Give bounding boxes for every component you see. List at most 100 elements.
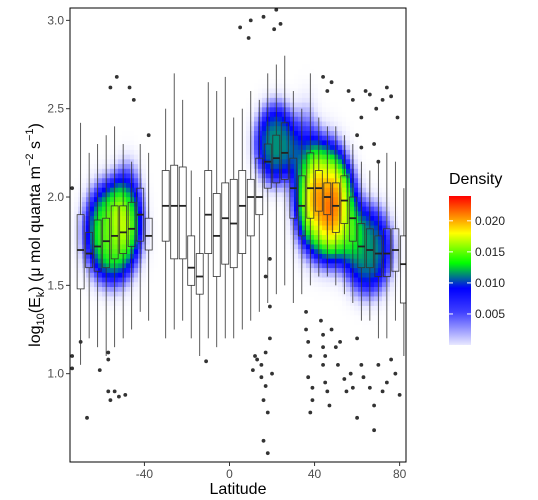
density-cell [258, 343, 263, 350]
density-cell [126, 55, 131, 61]
density-cell [206, 235, 211, 241]
density-cell [150, 268, 155, 274]
density-cell [82, 74, 87, 80]
density-cell [242, 159, 247, 165]
density-cell [70, 12, 75, 19]
density-cell [150, 433, 155, 439]
density-cell [150, 310, 155, 316]
density-cell [226, 362, 231, 369]
density-cell [82, 192, 87, 198]
density-cell [186, 367, 191, 373]
density-cell [238, 277, 243, 283]
density-cell [134, 376, 139, 383]
density-cell [74, 367, 79, 373]
density-cell [214, 83, 219, 89]
density-cell [186, 211, 191, 217]
density-cell [126, 457, 131, 462]
density-cell [214, 310, 219, 316]
density-cell [210, 339, 215, 345]
density-cell [254, 343, 259, 350]
density-cell [190, 225, 195, 231]
density-cell [90, 154, 95, 160]
density-cell [130, 357, 135, 364]
density-cell [166, 17, 171, 23]
density-cell [126, 126, 131, 132]
density-cell [230, 277, 235, 283]
density-cell [274, 424, 279, 430]
density-cell [174, 60, 179, 66]
density-cell [186, 253, 191, 260]
density-cell [250, 107, 255, 113]
density-cell [142, 334, 147, 340]
density-cell [250, 277, 255, 283]
density-cell [138, 45, 143, 52]
density-cell [106, 112, 111, 118]
density-cell [270, 353, 275, 359]
density-cell [146, 348, 151, 354]
density-cell [106, 168, 111, 175]
density-cell [210, 452, 215, 458]
density-cell [162, 220, 167, 227]
density-cell [146, 400, 151, 406]
density-cell [246, 112, 251, 118]
density-cell [94, 282, 99, 288]
density-cell [154, 164, 159, 170]
density-cell [190, 164, 195, 170]
density-cell [258, 386, 263, 392]
density-cell [110, 334, 115, 340]
density-cell [94, 159, 99, 165]
density-cell [162, 78, 167, 85]
density-cell [186, 301, 191, 307]
density-cell [110, 116, 115, 123]
density-cell [214, 225, 219, 231]
density-cell [162, 168, 167, 175]
density-cell [86, 178, 91, 184]
density-cell [258, 391, 263, 397]
density-cell [158, 69, 163, 75]
density-cell [258, 452, 263, 458]
density-cell [190, 112, 195, 118]
density-cell [130, 362, 135, 369]
density-cell [106, 74, 111, 80]
density-cell [86, 329, 91, 335]
density-cell [106, 287, 111, 293]
density-cell [98, 83, 103, 89]
density-cell [198, 107, 203, 113]
density-cell [246, 353, 251, 359]
density-cell [82, 64, 87, 71]
density-cell [274, 145, 279, 151]
density-cell [222, 414, 227, 421]
density-cell [130, 291, 135, 298]
density-cell [242, 206, 247, 212]
density-cell [250, 64, 255, 71]
density-cell [158, 376, 163, 383]
density-cell [202, 206, 207, 212]
density-cell [230, 45, 235, 52]
density-cell [250, 182, 255, 189]
density-cell [218, 315, 223, 321]
density-cell [86, 381, 91, 387]
density-cell [134, 414, 139, 421]
density-cell [198, 97, 203, 104]
density-cell [250, 381, 255, 387]
density-cell [126, 419, 131, 425]
density-cell [206, 438, 211, 444]
density-cell [122, 69, 127, 75]
density-cell [94, 201, 99, 208]
density-cell [86, 159, 91, 165]
density-cell [218, 457, 223, 462]
density-cell [150, 443, 155, 449]
density-cell [138, 230, 143, 236]
density-cell [214, 287, 219, 293]
density-cell [266, 74, 271, 80]
density-cell [110, 438, 115, 444]
density-cell [114, 372, 119, 378]
density-cell [186, 216, 191, 222]
density-cell [178, 381, 183, 387]
density-cell [150, 428, 155, 435]
density-cell [166, 282, 171, 288]
density-cell [106, 362, 111, 369]
density-cell [186, 149, 191, 156]
density-cell [114, 187, 119, 194]
density-cell [118, 149, 123, 156]
